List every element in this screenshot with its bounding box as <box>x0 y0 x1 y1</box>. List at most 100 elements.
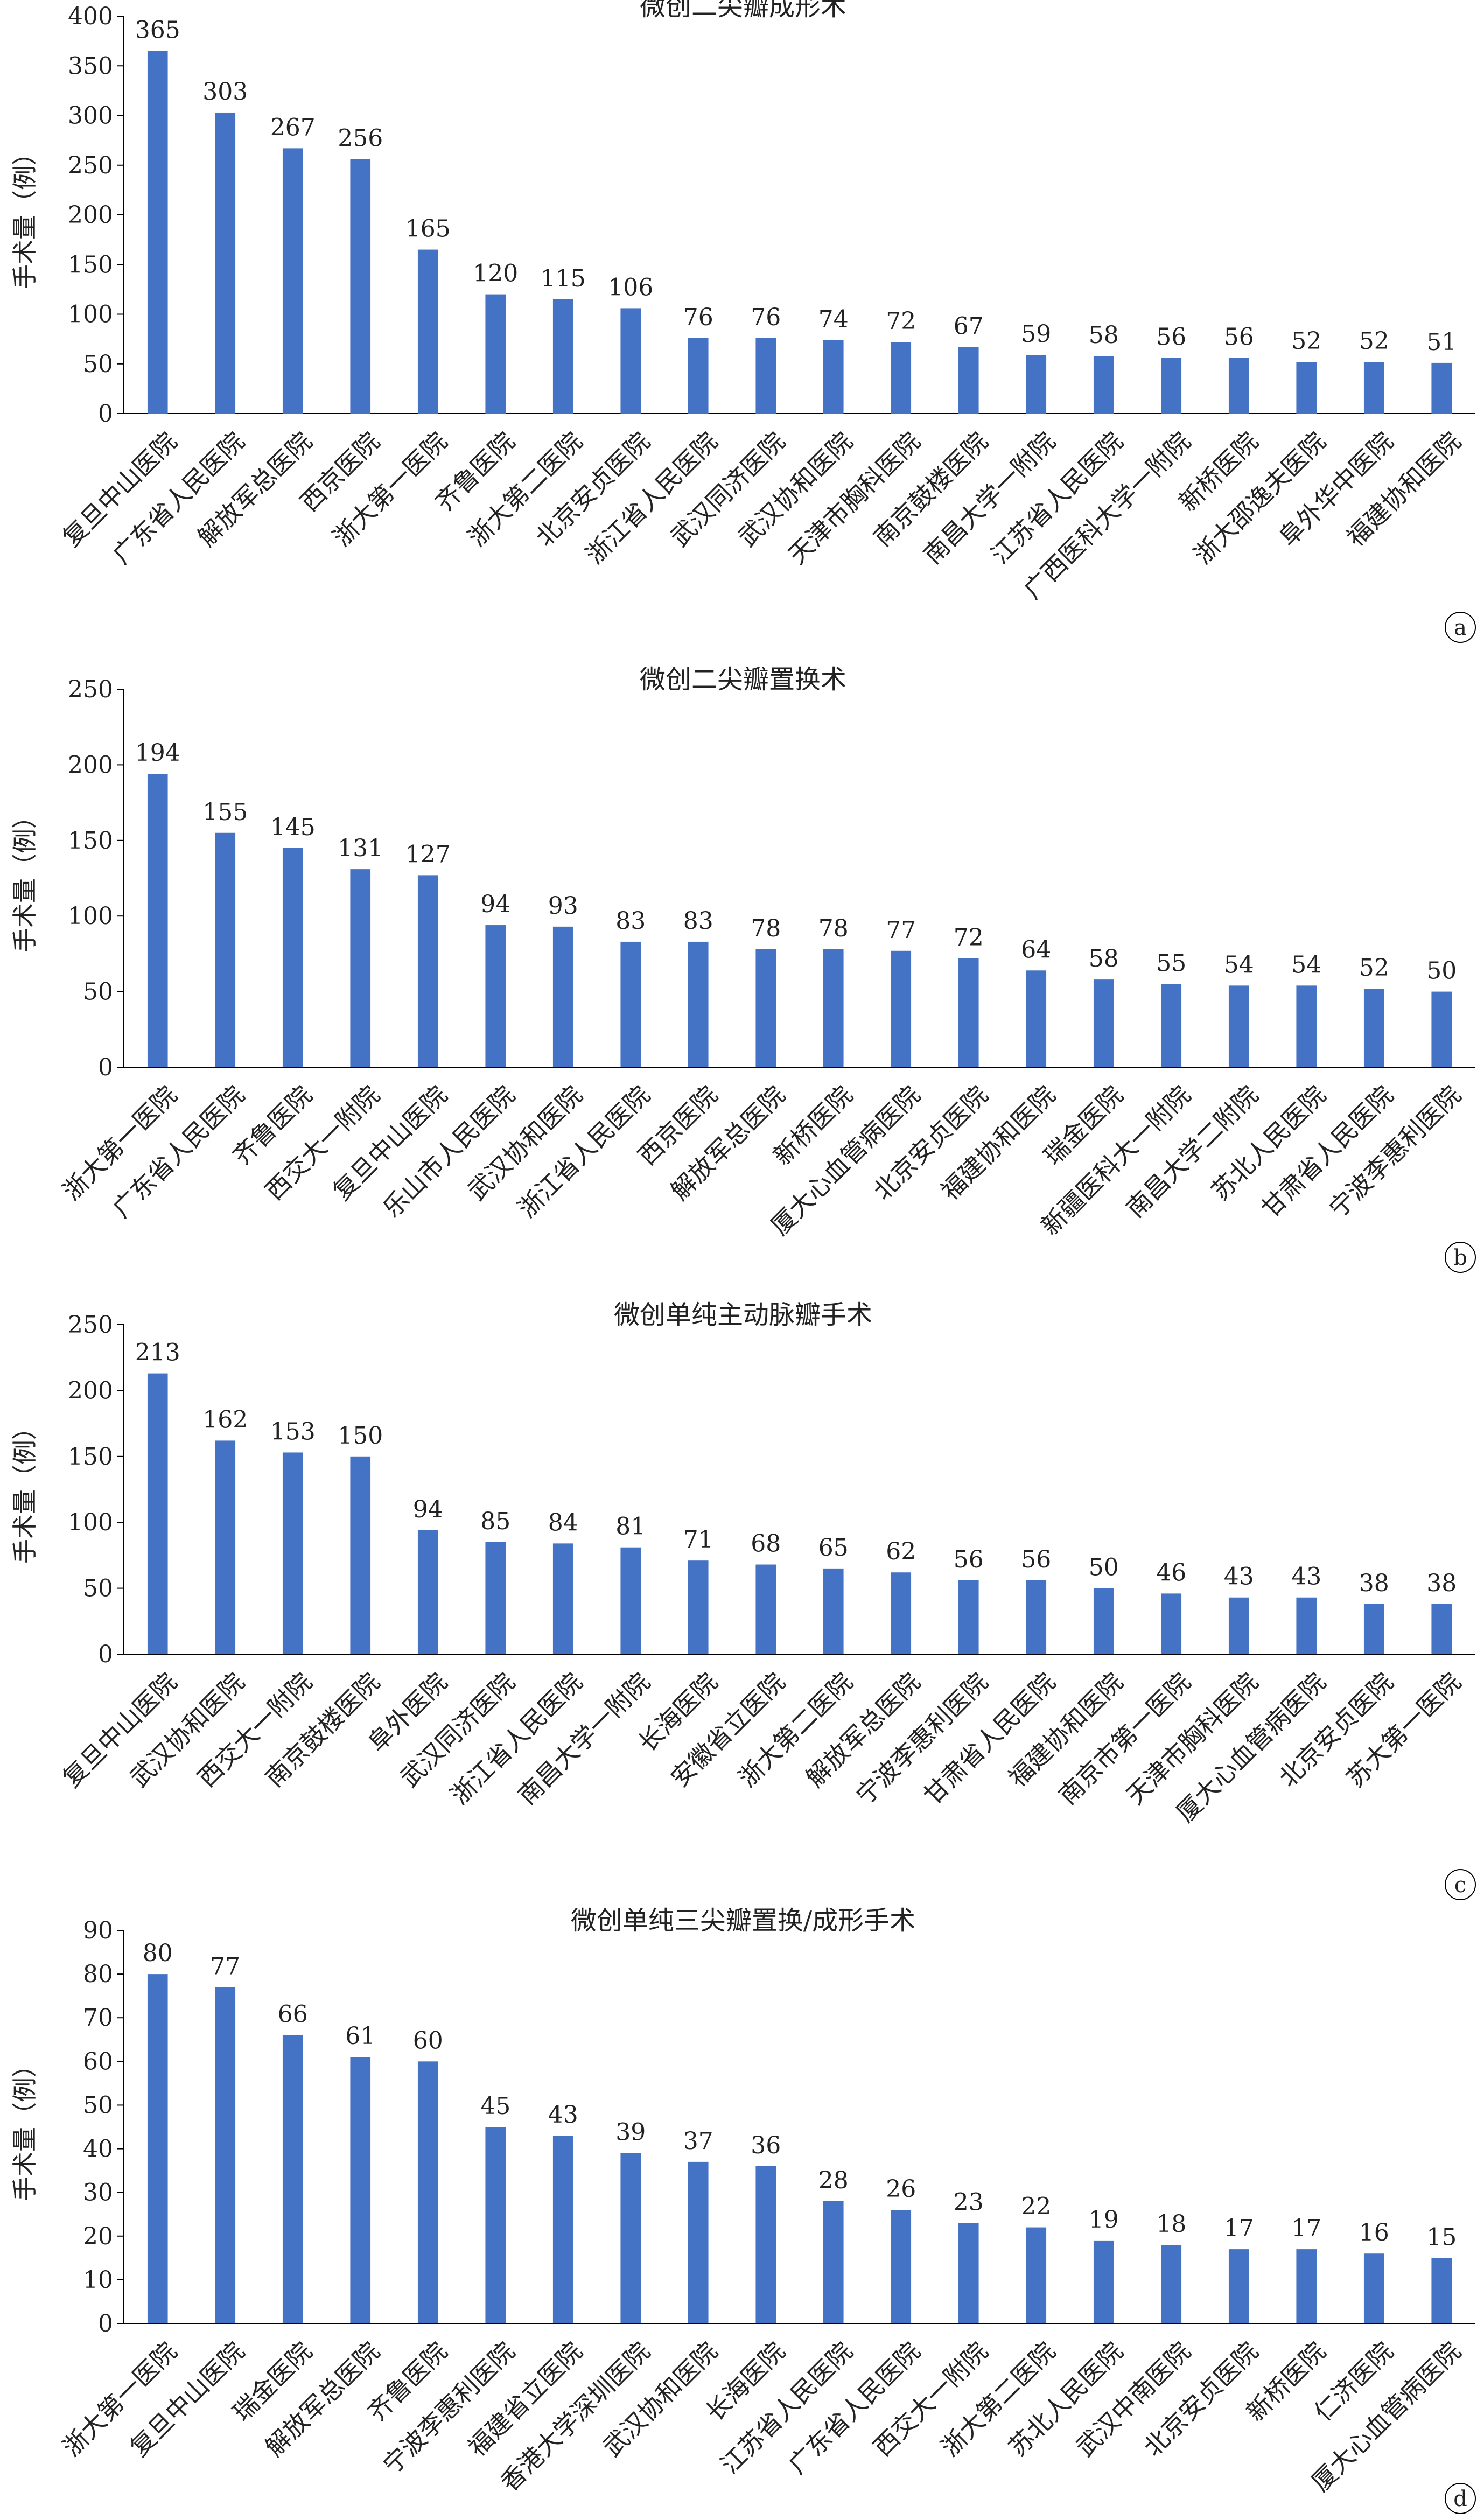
data-label: 65 <box>818 1534 849 1562</box>
data-label: 62 <box>886 1538 916 1565</box>
y-tick-label: 70 <box>83 2004 113 2032</box>
data-label: 78 <box>818 915 849 942</box>
y-axis-label: 手术量（例） <box>10 804 39 953</box>
bar <box>215 112 236 414</box>
data-label: 38 <box>1426 1570 1457 1597</box>
bar <box>1161 358 1182 414</box>
bar <box>1093 1588 1114 1654</box>
data-label: 94 <box>480 891 510 918</box>
data-label: 51 <box>1426 328 1457 356</box>
bar <box>1026 1580 1047 1654</box>
panel-label-circle <box>1445 1869 1476 1900</box>
bar <box>755 949 776 1067</box>
bar <box>891 342 912 414</box>
data-label: 165 <box>405 215 451 243</box>
bar <box>282 148 303 414</box>
y-tick-label: 20 <box>83 2223 113 2250</box>
data-label: 94 <box>413 1496 443 1523</box>
y-tick-label: 150 <box>68 251 113 278</box>
chart-panel-b: 微创二尖瓣置换术 手术量（例） 0 50 100 150 200 250 194 浙大第一医院 15… <box>0 652 1484 1287</box>
bar <box>1296 362 1317 414</box>
bar <box>552 2136 573 2323</box>
data-label: 66 <box>278 2001 308 2028</box>
bar <box>620 941 641 1067</box>
bar <box>417 1530 438 1654</box>
bar <box>552 1543 573 1654</box>
data-label: 19 <box>1089 2206 1119 2234</box>
bar <box>755 2166 776 2323</box>
bar <box>485 2127 506 2323</box>
bar <box>688 338 709 414</box>
bar <box>552 926 573 1067</box>
bar <box>1431 991 1452 1067</box>
y-tick-label: 50 <box>83 1575 113 1602</box>
y-tick-label: 80 <box>83 1961 113 1988</box>
data-label: 22 <box>1021 2193 1051 2221</box>
data-label: 155 <box>202 799 248 826</box>
data-label: 213 <box>135 1339 180 1367</box>
data-label: 162 <box>202 1406 248 1433</box>
bar <box>350 869 371 1067</box>
bar <box>1093 355 1114 414</box>
y-tick-label: 250 <box>68 1311 113 1339</box>
bar <box>1431 1604 1452 1654</box>
y-tick-label: 150 <box>68 1443 113 1471</box>
bar <box>282 2035 303 2323</box>
bar <box>891 2210 912 2323</box>
bar <box>823 2201 844 2323</box>
chart-title: 微创单纯三尖瓣置换/成形手术 <box>571 1906 915 1936</box>
bar <box>755 1564 776 1654</box>
panel-label-circle <box>1445 1242 1476 1273</box>
bar <box>891 950 912 1067</box>
bar <box>958 958 979 1067</box>
bar <box>350 159 371 414</box>
y-tick-label: 100 <box>68 1509 113 1536</box>
data-label: 58 <box>1089 321 1119 349</box>
data-label: 43 <box>1224 1563 1254 1591</box>
data-label: 77 <box>886 916 916 944</box>
bar <box>147 774 168 1067</box>
data-label: 72 <box>886 307 916 335</box>
data-label: 83 <box>615 907 646 935</box>
bar <box>147 51 168 414</box>
data-label: 85 <box>480 1508 510 1535</box>
data-label: 56 <box>954 1546 984 1573</box>
data-label: 145 <box>270 814 316 841</box>
data-label: 81 <box>615 1513 646 1541</box>
y-tick-label: 200 <box>68 1377 113 1404</box>
y-tick-label: 50 <box>83 2091 113 2119</box>
data-label: 127 <box>405 841 451 868</box>
bar <box>552 299 573 414</box>
bar <box>1296 2249 1317 2323</box>
bar <box>823 949 844 1067</box>
chart-panel-d: 微创单纯三尖瓣置换/成形手术 手术量（例） 0 10 20 30 40 50 60 70 80 90 8… <box>0 1906 1484 2520</box>
bar <box>350 1456 371 1654</box>
chart-b-svg: 微创二尖瓣置换术手术量（例）050100150200250194浙大第一医院15… <box>10 664 1476 1273</box>
data-label: 64 <box>1021 936 1051 963</box>
data-label: 153 <box>270 1418 316 1445</box>
data-label: 52 <box>1291 327 1321 355</box>
bar <box>1296 985 1317 1067</box>
y-axis-label: 手术量（例） <box>10 2053 39 2201</box>
y-tick-label: 0 <box>98 400 113 428</box>
y-axis-label: 手术量（例） <box>10 1415 39 1564</box>
bar <box>215 832 236 1067</box>
bar <box>1161 1593 1182 1654</box>
y-tick-label: 350 <box>68 52 113 80</box>
data-label: 61 <box>345 2022 375 2050</box>
bar <box>350 2057 371 2323</box>
panel-label: b <box>1453 1245 1467 1270</box>
y-tick-label: 250 <box>68 152 113 179</box>
y-tick-label: 150 <box>68 827 113 855</box>
bar <box>1363 988 1384 1067</box>
bar <box>1228 358 1249 414</box>
panel-label-circle <box>1445 2483 1476 2514</box>
data-label: 93 <box>548 892 578 920</box>
y-tick-label: 100 <box>68 301 113 328</box>
bar <box>1228 985 1249 1067</box>
bar <box>282 848 303 1067</box>
bar <box>958 1580 979 1654</box>
y-tick-label: 0 <box>98 2310 113 2337</box>
